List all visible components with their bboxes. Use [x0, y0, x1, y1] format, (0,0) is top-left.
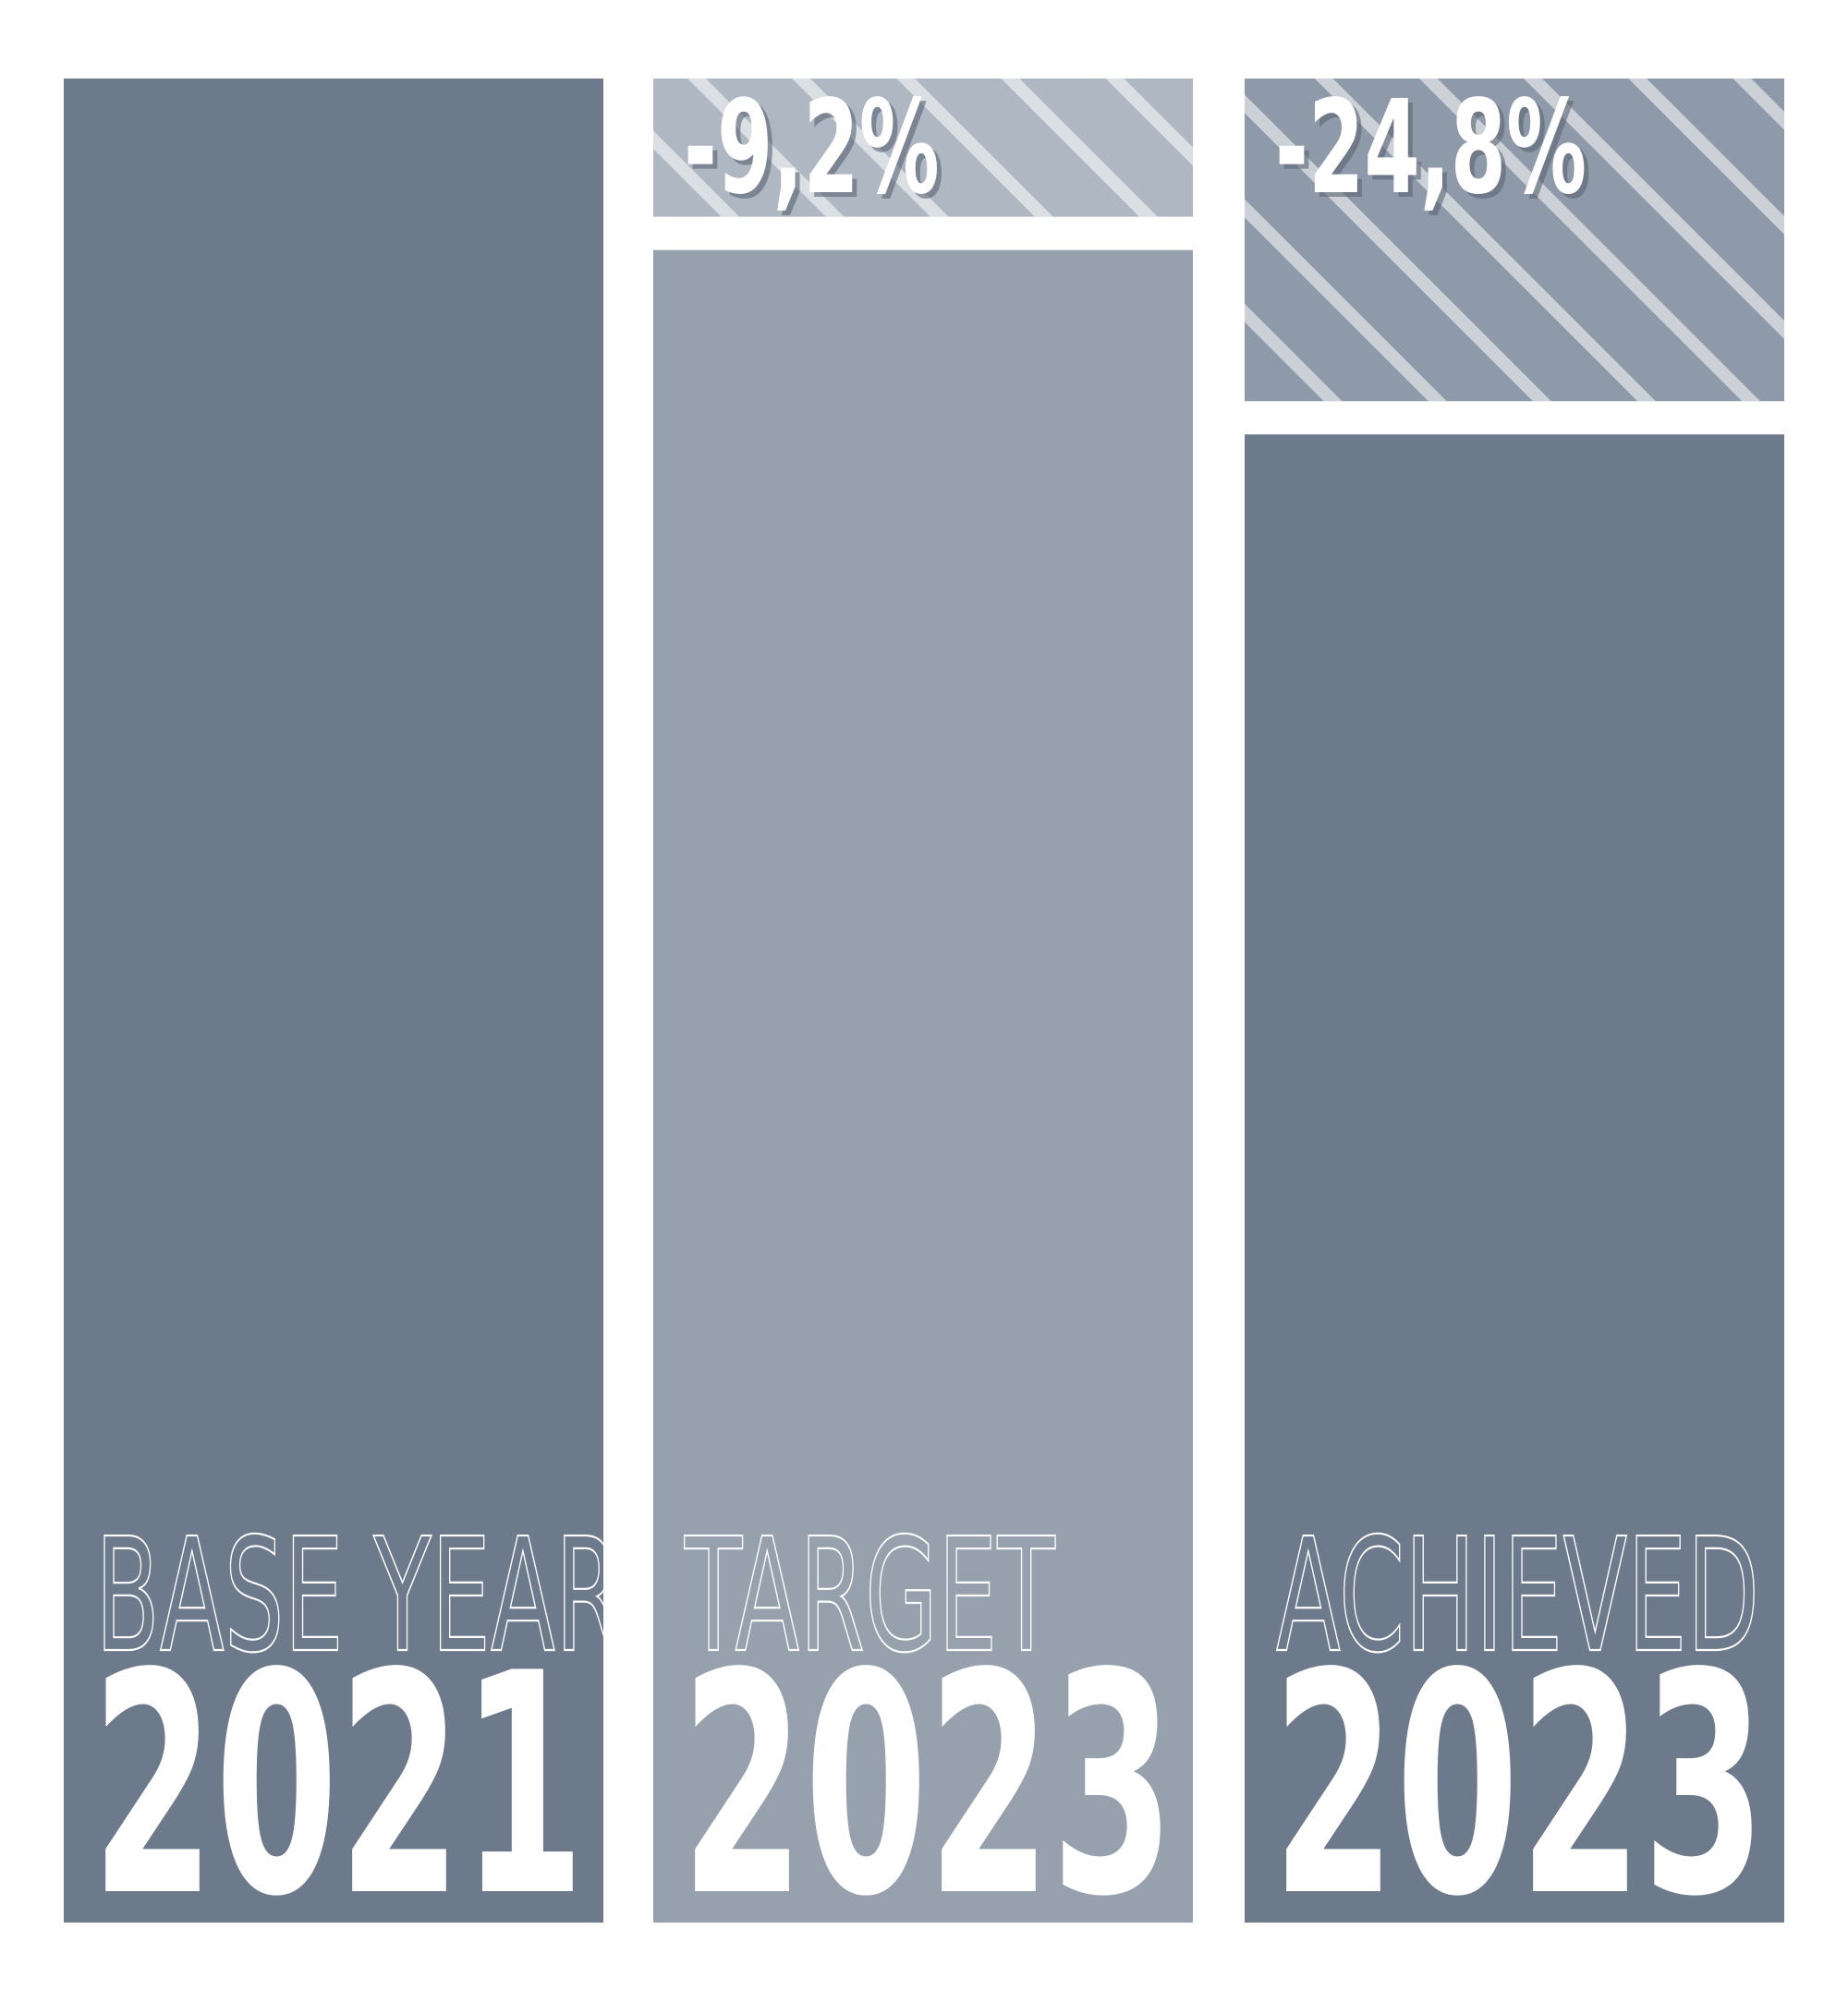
year-label: 2021: [91, 1608, 585, 1963]
reduction-hatch: [1245, 79, 1784, 402]
bar: [64, 79, 603, 1923]
category-label: ACHIEVED: [1276, 1506, 1759, 1689]
year-label: 2023: [681, 1608, 1174, 1963]
reduction-label: -9,2%: [684, 73, 940, 223]
reduction-label-shadow: -24,8%: [1280, 78, 1591, 227]
reduction-hatch: [653, 79, 1193, 217]
reduction-label-shadow: -9,2%: [688, 78, 944, 227]
bar: [653, 249, 1193, 1923]
category-label: BASE YEAR: [95, 1506, 621, 1689]
year-label: 2023: [1272, 1608, 1766, 1963]
category-label: TARGET: [684, 1506, 1056, 1689]
reduction-label: -24,8%: [1275, 73, 1587, 223]
bar: [1245, 434, 1784, 1923]
